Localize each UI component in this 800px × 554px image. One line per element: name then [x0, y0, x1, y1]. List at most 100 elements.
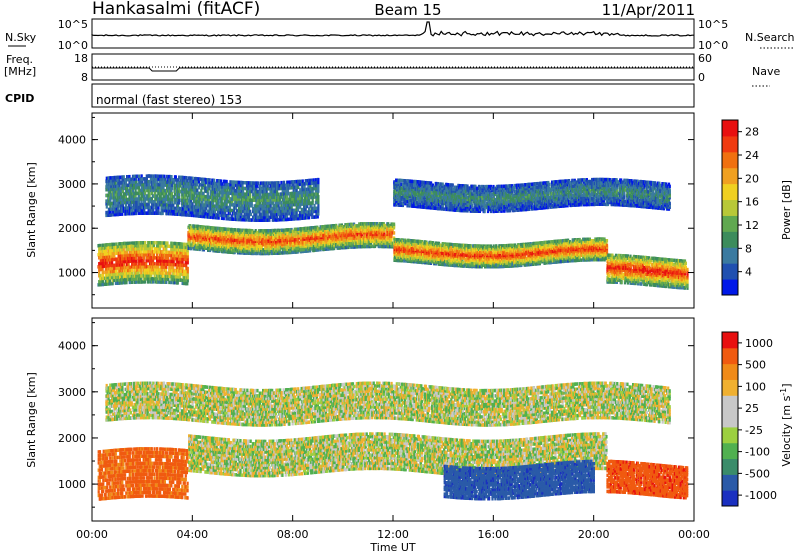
power-cell — [168, 281, 170, 285]
power-cell — [156, 253, 158, 257]
noise-trace — [92, 22, 694, 36]
power-cell — [115, 257, 117, 261]
power-cell — [283, 229, 285, 233]
power-cell — [153, 244, 155, 248]
power-cell — [187, 267, 189, 271]
noise-tick-left-top: 10^5 — [58, 18, 88, 31]
power-cell — [159, 274, 161, 278]
power-cell — [112, 282, 114, 286]
date-title: 11/Apr/2011 — [602, 1, 695, 19]
nsky-label: N.Sky — [5, 31, 37, 44]
power-cell — [115, 266, 117, 270]
cpid-label: CPID — [5, 92, 34, 105]
power-cell — [121, 275, 123, 279]
power-cell — [111, 261, 113, 265]
power-cell — [131, 281, 133, 285]
power-cell — [170, 242, 172, 246]
nave-label: Nave — [752, 65, 780, 78]
power-cell — [128, 260, 130, 264]
power-cell — [121, 281, 123, 285]
power-cell — [145, 250, 147, 254]
power-cell — [511, 244, 513, 248]
power-cell — [168, 251, 170, 255]
power-cell — [157, 265, 159, 269]
power-cell — [151, 268, 153, 272]
power-cell — [156, 277, 158, 281]
power-cell — [99, 274, 101, 278]
frequency-trace — [92, 68, 694, 71]
power-cell — [187, 261, 189, 265]
power-cell — [283, 248, 285, 252]
power-cell — [154, 274, 156, 278]
power-cell — [147, 268, 149, 272]
power-cell — [123, 275, 125, 279]
power-cell — [393, 223, 395, 227]
power-cell — [170, 257, 172, 261]
noise-tick-right-bottom: 10^0 — [698, 39, 728, 52]
power-cell — [143, 259, 145, 263]
power-cell — [234, 228, 236, 232]
power-data-layer — [97, 174, 688, 290]
power-cell — [169, 272, 171, 276]
power-cell — [147, 244, 149, 248]
power-cell — [163, 250, 165, 254]
power-cell — [151, 247, 153, 251]
power-cell — [311, 237, 313, 241]
power-cell — [159, 268, 161, 272]
freq-unit: [MHz] — [4, 65, 36, 78]
power-cell — [182, 258, 184, 262]
noise-tick-left-bottom: 10^0 — [58, 39, 88, 52]
power-cell — [179, 260, 181, 264]
power-cell — [115, 269, 117, 273]
nave-tick-top: 60 — [698, 52, 712, 65]
power-cell — [129, 242, 131, 246]
power-cell — [393, 231, 395, 235]
power-cell — [167, 278, 169, 282]
power-cell — [102, 274, 104, 278]
power-cell — [141, 265, 143, 269]
power-cell — [187, 276, 189, 280]
power-cell — [135, 256, 137, 260]
power-cell — [140, 256, 142, 260]
power-cell — [165, 281, 167, 285]
power-cell — [141, 262, 143, 266]
power-cell — [106, 258, 108, 262]
power-cell — [145, 265, 147, 269]
power-cell — [147, 247, 149, 251]
power-cell — [145, 262, 147, 266]
power-cell — [162, 268, 164, 272]
power-cell — [99, 250, 101, 254]
power-cell — [183, 243, 185, 247]
power-cell — [501, 244, 503, 248]
power-cell — [152, 280, 154, 284]
power-cell — [128, 263, 130, 267]
power-cell — [111, 267, 113, 271]
power-cell — [180, 242, 182, 246]
power-cell — [174, 281, 176, 285]
power-cell — [103, 271, 105, 275]
power-cell — [168, 266, 170, 270]
power-cell — [135, 277, 137, 281]
power-cell — [135, 280, 137, 284]
power-cell — [187, 252, 189, 256]
power-cell — [442, 258, 444, 262]
power-cell — [102, 283, 104, 287]
cpid-panel: CPID normal (fast stereo) 153 — [5, 84, 694, 107]
power-cell — [140, 277, 142, 281]
power-cell — [125, 281, 127, 285]
power-cell — [144, 241, 146, 245]
power-cell — [119, 254, 121, 258]
power-cell — [131, 269, 133, 273]
power-cell — [135, 259, 137, 263]
noise-tick-right-top: 10^5 — [698, 18, 728, 31]
power-cell — [495, 244, 497, 248]
power-cell — [113, 276, 115, 280]
power-cell — [134, 268, 136, 272]
station-title: Hankasalmi (fitACF) — [92, 0, 260, 19]
power-cell — [150, 253, 152, 257]
power-cell — [102, 280, 104, 284]
freq-tick-top: 18 — [74, 52, 88, 65]
power-cell — [121, 278, 123, 282]
